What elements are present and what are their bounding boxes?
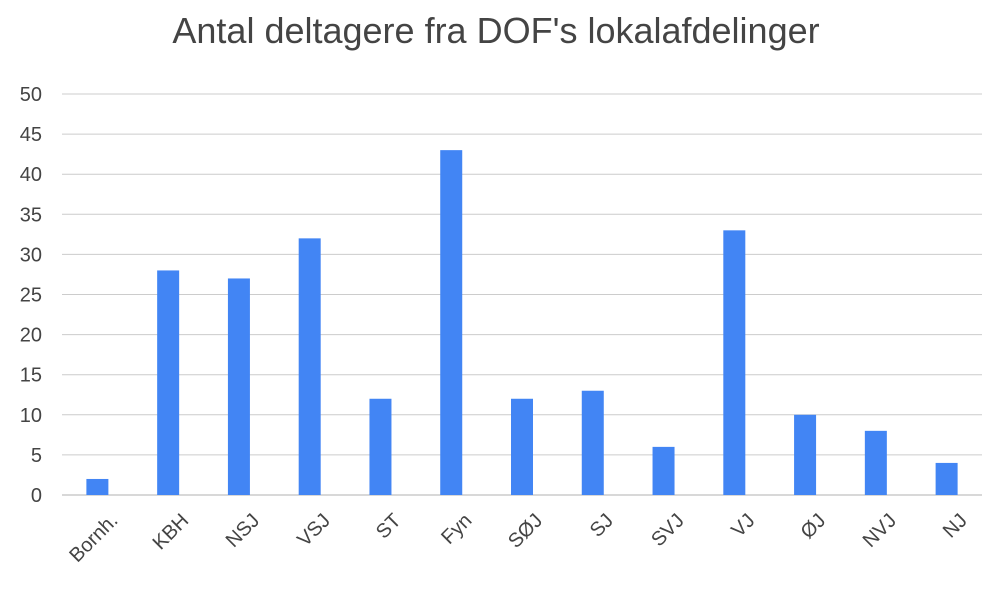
bar-Bornh. — [86, 478, 109, 495]
bar-ST — [369, 398, 392, 495]
bar-KBH — [157, 270, 180, 495]
y-tick-label: 15 — [20, 365, 42, 387]
y-tick-label: 40 — [20, 164, 42, 186]
x-tick-label: ST — [372, 510, 406, 544]
bar-NSJ — [227, 278, 250, 495]
y-tick-label: 20 — [20, 325, 42, 347]
bar-NJ — [935, 462, 958, 495]
x-tick-label: NJ — [939, 510, 972, 543]
bars — [86, 150, 958, 496]
x-tick-label: SØJ — [504, 510, 547, 553]
bar-NVJ — [864, 430, 887, 495]
bar-SJ — [581, 390, 604, 495]
bar-ØJ — [794, 414, 817, 495]
bar-VSJ — [298, 238, 321, 496]
x-tick-label: KBH — [149, 510, 194, 555]
y-tick-label: 10 — [20, 405, 42, 427]
x-tick-label: VJ — [727, 510, 759, 542]
x-tick-label: ØJ — [797, 510, 831, 544]
x-tick-label: NSJ — [222, 510, 264, 552]
x-tick-label: NVJ — [859, 510, 901, 552]
y-tick-label: 30 — [20, 244, 42, 266]
y-tick-label: 0 — [31, 485, 42, 507]
y-tick-label: 50 — [20, 84, 42, 106]
y-tick-label: 45 — [20, 124, 42, 146]
x-tick-label: Fyn — [437, 510, 476, 549]
x-tick-label: SJ — [586, 510, 618, 542]
x-tick-label: SVJ — [647, 510, 688, 551]
y-tick-label: 5 — [31, 445, 42, 467]
x-tick-label: Bornh. — [65, 510, 122, 567]
bar-SVJ — [652, 446, 675, 495]
bar-SØJ — [511, 398, 533, 495]
bar-VJ — [723, 230, 746, 495]
y-tick-label: 25 — [20, 285, 42, 307]
chart-title: Antal deltagere fra DOF's lokalafdelinge… — [172, 10, 820, 51]
x-tick-label: VSJ — [293, 510, 334, 551]
bar-Fyn — [440, 150, 463, 495]
y-axis-tick-labels: 0 5 10 15 20 25 30 35 40 45 50 — [20, 84, 42, 507]
y-tick-label: 35 — [20, 204, 42, 226]
x-axis-tick-labels: Bornh. KBH NSJ VSJ ST Fyn SØJ SJ SVJ VJ ØJ NVJ NJ — [65, 510, 971, 567]
